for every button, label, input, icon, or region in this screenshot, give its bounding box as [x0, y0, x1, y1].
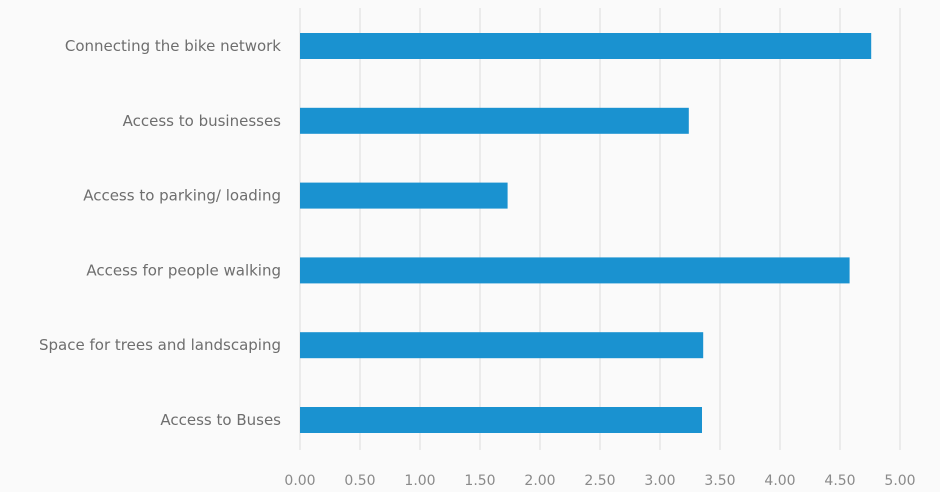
x-tick-label: 0.00: [284, 473, 315, 489]
x-tick-label: 1.50: [464, 473, 495, 489]
bar: [300, 407, 702, 433]
x-tick-label: 1.00: [404, 473, 435, 489]
category-labels: Connecting the bike network Access to bus…: [39, 37, 281, 429]
x-tick-label: 2.50: [584, 473, 615, 489]
x-tick-label: 5.00: [884, 473, 915, 489]
x-tick-label: 4.50: [824, 473, 855, 489]
bar: [300, 182, 508, 209]
category-label: Access for people walking: [86, 261, 281, 279]
x-tick-label: 4.00: [764, 473, 795, 489]
category-label: Access to businesses: [123, 112, 282, 130]
bar: [300, 332, 704, 359]
x-tick-label: 2.00: [524, 473, 555, 489]
x-axis-tick-labels: 0.00 0.50 1.00 1.50 2.00 2.50 3.00 3.50 4.00 4.50…: [284, 473, 915, 489]
category-label: Connecting the bike network: [65, 37, 281, 55]
x-tick-label: 3.50: [704, 473, 735, 489]
grid-lines: [299, 8, 901, 450]
x-tick-label: 3.00: [644, 473, 675, 489]
bar: [300, 257, 850, 284]
x-tick-label: 0.50: [344, 473, 375, 489]
category-label: Access to parking/ loading: [83, 187, 281, 205]
bars: [300, 33, 872, 433]
bar: [300, 33, 872, 59]
category-label: Access to Buses: [160, 411, 281, 429]
category-label: Space for trees and landscaping: [39, 336, 281, 354]
bar: [300, 107, 689, 134]
